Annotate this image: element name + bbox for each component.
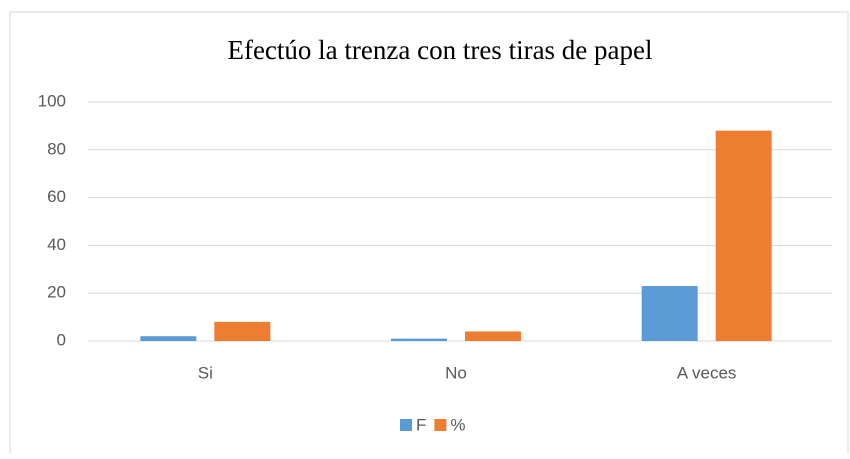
chart-frame: [9, 11, 849, 459]
legend-swatch: [434, 419, 447, 431]
y-tick-label: 100: [38, 91, 66, 110]
y-tick-label: 20: [47, 283, 66, 302]
legend-label: %: [450, 415, 465, 434]
legend-label: F: [416, 415, 426, 434]
y-tick-label: 0: [57, 330, 66, 349]
bar: [391, 338, 447, 341]
y-tick-label: 80: [47, 139, 66, 158]
y-tick-label: 40: [47, 235, 66, 254]
x-tick-label: A veces: [677, 363, 737, 382]
bar: [641, 286, 698, 341]
bar: [715, 130, 772, 341]
bar: [214, 321, 271, 341]
bar: [140, 336, 197, 341]
y-tick-label: 60: [47, 187, 66, 206]
bar: [465, 331, 521, 341]
x-tick-label: No: [445, 363, 467, 382]
chart-title: Efectúo la trenza con tres tiras de pape…: [227, 35, 652, 65]
legend-swatch: [400, 419, 412, 431]
x-tick-label: Si: [198, 363, 213, 382]
